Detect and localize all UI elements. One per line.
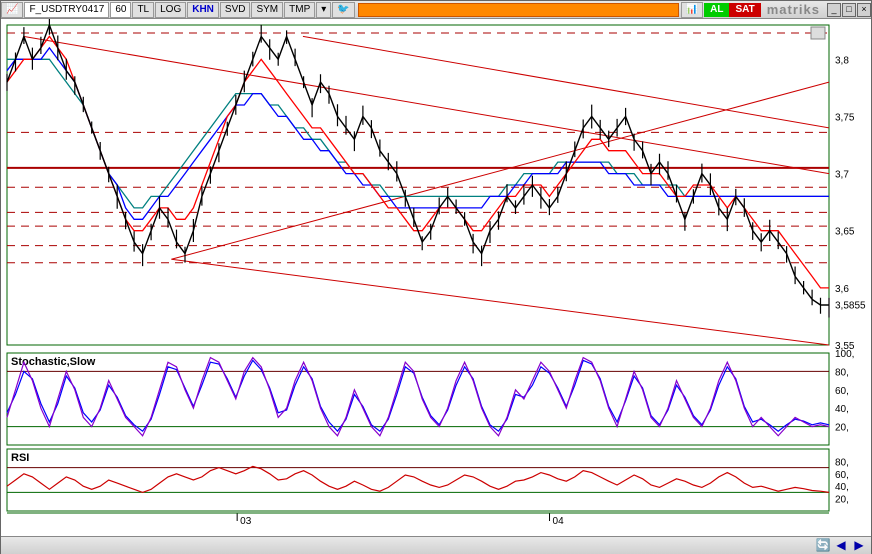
chart-area[interactable]: 3,553,63,653,73,753,83,5855Stochastic,Sl… [1, 19, 871, 536]
btn-tl[interactable]: TL [132, 2, 154, 18]
refresh-icon[interactable]: 🔄 [815, 538, 831, 554]
close-icon[interactable]: × [857, 3, 871, 17]
svg-text:20,: 20, [835, 423, 849, 434]
btn-tmp[interactable]: TMP [284, 2, 315, 18]
minimize-icon[interactable]: _ [827, 3, 841, 17]
svg-text:3,75: 3,75 [835, 112, 855, 123]
btn-svd[interactable]: SVD [220, 2, 251, 18]
svg-text:3,65: 3,65 [835, 227, 855, 238]
chart-type-icon[interactable]: 📊 [681, 2, 703, 18]
svg-text:60,: 60, [835, 470, 849, 481]
svg-text:3,7: 3,7 [835, 170, 849, 181]
svg-text:20,: 20, [835, 495, 849, 506]
svg-text:60,: 60, [835, 386, 849, 397]
svg-text:3,8: 3,8 [835, 55, 849, 66]
svg-text:40,: 40, [835, 404, 849, 415]
svg-text:3,6: 3,6 [835, 284, 849, 295]
svg-text:100,: 100, [835, 349, 854, 360]
svg-text:80,: 80, [835, 457, 849, 468]
scroll-left-icon[interactable]: ◀ [833, 538, 849, 554]
symbol-field[interactable]: F_USDTRY0417 [24, 2, 109, 18]
dropdown-icon[interactable]: ▾ [316, 2, 331, 18]
svg-text:RSI: RSI [11, 452, 29, 464]
svg-text:80,: 80, [835, 367, 849, 378]
brand-label: matriks [761, 2, 826, 17]
btn-log[interactable]: LOG [155, 2, 186, 18]
toolbar-spacer [358, 3, 679, 17]
app-icon[interactable]: 📈 [1, 2, 23, 18]
window-buttons: _ □ × [826, 3, 871, 17]
svg-text:04: 04 [553, 516, 565, 527]
btn-sat[interactable]: SAT [729, 3, 760, 17]
svg-text:03: 03 [240, 516, 252, 527]
btn-sym[interactable]: SYM [251, 2, 283, 18]
chart-window: 📈 F_USDTRY0417 60 TL LOG KHN SVD SYM TMP… [0, 0, 872, 554]
chart-svg: 3,553,63,653,73,753,83,5855Stochastic,Sl… [1, 19, 871, 536]
scroll-right-icon[interactable]: ▶ [851, 538, 867, 554]
btn-al[interactable]: AL [704, 3, 729, 17]
svg-text:40,: 40, [835, 482, 849, 493]
svg-text:3,5855: 3,5855 [835, 300, 866, 311]
interval-field[interactable]: 60 [110, 2, 131, 18]
footer: 🔄 ◀ ▶ [1, 536, 871, 554]
restore-icon[interactable]: □ [842, 3, 856, 17]
bird-icon[interactable]: 🐦 [332, 2, 354, 18]
btn-khn[interactable]: KHN [187, 2, 219, 18]
toolbar: 📈 F_USDTRY0417 60 TL LOG KHN SVD SYM TMP… [1, 1, 871, 19]
